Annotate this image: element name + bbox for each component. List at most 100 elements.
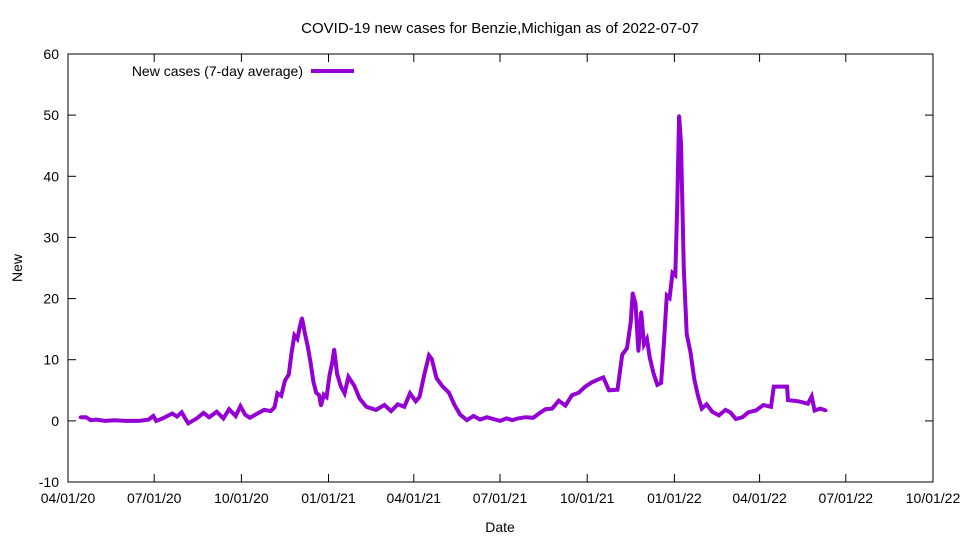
- y-tick-label: 50: [43, 107, 59, 123]
- data-point: [248, 416, 252, 420]
- data-point: [255, 411, 260, 416]
- data-point: [78, 415, 82, 419]
- data-point: [430, 357, 434, 361]
- data-point: [180, 410, 184, 414]
- chart-title: COVID-19 new cases for Benzie,Michigan a…: [301, 20, 699, 37]
- data-point: [645, 337, 649, 341]
- x-tick-label: 07/01/22: [819, 490, 874, 506]
- data-point: [648, 355, 652, 359]
- data-point: [322, 393, 326, 397]
- data-point: [308, 360, 313, 364]
- data-point: [414, 399, 418, 403]
- data-point: [417, 395, 422, 399]
- data-point: [631, 291, 635, 295]
- data-point: [601, 375, 605, 379]
- legend: New cases (7-day average): [132, 63, 354, 79]
- data-point: [335, 372, 339, 376]
- x-tick-label: 04/01/20: [41, 490, 96, 506]
- data-point: [427, 353, 431, 357]
- data-point: [94, 418, 98, 422]
- data-point: [772, 385, 776, 389]
- data-point: [339, 385, 343, 389]
- data-point: [465, 418, 469, 422]
- data-point: [786, 398, 790, 402]
- data-point: [170, 411, 174, 416]
- data-point: [550, 407, 554, 411]
- data-point: [688, 350, 693, 354]
- data-point: [615, 388, 620, 392]
- data-point: [746, 410, 750, 414]
- data-point: [796, 399, 801, 403]
- y-tick-label: 30: [43, 229, 59, 245]
- data-point: [662, 341, 666, 345]
- data-point: [290, 350, 294, 354]
- data-point: [685, 332, 689, 336]
- data-point: [103, 419, 107, 423]
- data-point: [665, 293, 669, 298]
- data-point: [298, 323, 302, 328]
- data-point: [238, 404, 242, 408]
- data-point: [710, 410, 714, 414]
- x-tick-label: 07/01/20: [127, 490, 182, 506]
- legend-label: New cases (7-day average): [132, 63, 303, 79]
- x-tick-label: 10/01/21: [560, 490, 615, 506]
- data-point: [215, 410, 219, 414]
- data-point: [137, 419, 141, 423]
- data-point: [311, 380, 315, 384]
- data-point: [696, 394, 700, 398]
- data-point: [769, 405, 773, 409]
- data-point: [675, 205, 679, 209]
- data-point: [275, 391, 279, 395]
- data-point: [352, 383, 356, 387]
- data-point: [668, 296, 672, 300]
- data-point: [327, 374, 332, 378]
- x-tick-label: 07/01/21: [473, 490, 528, 506]
- data-point: [325, 395, 329, 399]
- data-point: [300, 316, 304, 320]
- data-point: [396, 402, 400, 406]
- data-point: [346, 375, 350, 379]
- data-point: [538, 411, 542, 415]
- data-point: [314, 391, 318, 395]
- y-axis-label: New: [9, 253, 25, 282]
- data-point: [625, 346, 629, 350]
- data-point: [317, 393, 321, 397]
- data-point: [382, 403, 386, 407]
- data-point: [478, 418, 482, 422]
- data-point: [818, 407, 822, 411]
- data-point: [717, 413, 721, 417]
- data-point: [272, 405, 277, 409]
- data-point: [670, 271, 675, 275]
- data-point: [175, 415, 179, 419]
- data-point: [570, 393, 574, 397]
- data-point: [262, 408, 266, 412]
- x-axis-label: Date: [485, 519, 515, 535]
- data-point: [510, 418, 514, 422]
- data-point: [813, 408, 817, 413]
- data-point: [700, 407, 704, 411]
- data-point: [295, 337, 299, 341]
- data-point: [201, 411, 206, 415]
- data-point: [806, 402, 810, 406]
- data-point: [389, 409, 393, 413]
- data-point: [471, 414, 476, 418]
- data-point: [785, 385, 789, 389]
- data-point: [183, 417, 188, 421]
- data-point: [692, 377, 696, 381]
- x-tick-label: 10/01/22: [906, 490, 960, 506]
- data-point: [330, 360, 334, 364]
- data-point: [590, 380, 594, 384]
- data-point: [583, 385, 587, 389]
- data-point: [659, 381, 663, 385]
- data-point: [673, 273, 677, 277]
- data-point: [734, 417, 738, 421]
- data-point: [524, 415, 528, 419]
- data-point: [636, 349, 641, 353]
- y-tick-label: 20: [43, 291, 59, 307]
- data-point: [343, 391, 347, 395]
- data-point: [824, 408, 828, 413]
- data-point: [723, 408, 728, 412]
- data-point: [234, 414, 238, 418]
